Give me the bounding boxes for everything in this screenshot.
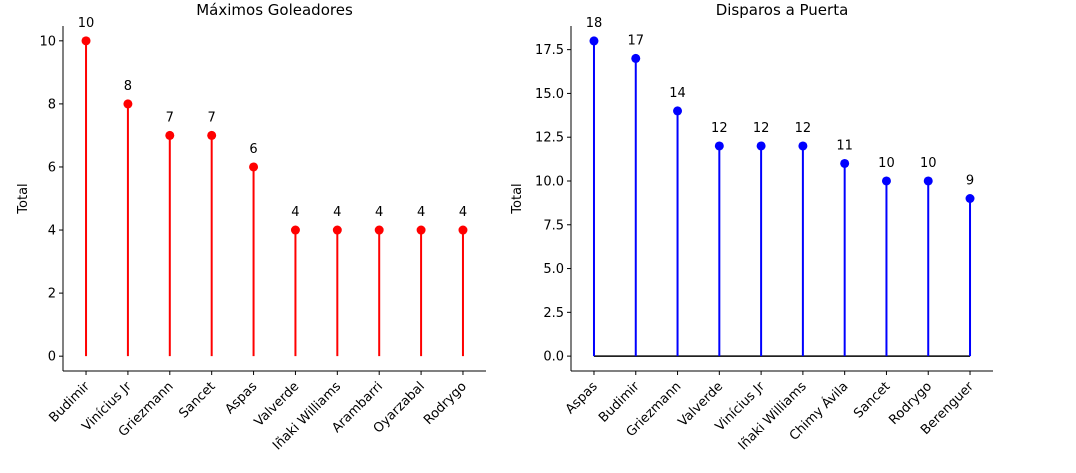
data-label: 7: [166, 110, 174, 125]
y-tick-label: 15.0: [535, 87, 564, 102]
data-label: 8: [124, 79, 132, 94]
y-axis-label: Total: [16, 183, 31, 214]
y-tick-label: 10: [39, 34, 56, 49]
data-label: 17: [627, 33, 644, 48]
y-tick-label: 0: [48, 350, 56, 365]
lollipop-marker: [923, 176, 933, 186]
data-label: 4: [417, 205, 425, 220]
data-label: 10: [878, 156, 895, 171]
lollipop-marker: [589, 36, 599, 46]
y-axis-label: Total: [510, 183, 525, 214]
y-tick-label: 2: [48, 287, 56, 302]
data-label: 18: [586, 16, 603, 31]
chart-title: Máximos Goleadores: [196, 1, 353, 19]
data-label: 12: [753, 121, 770, 136]
lollipop-marker: [673, 106, 683, 116]
lollipop-marker: [374, 225, 384, 235]
chart-disparos: Disparos a Puerta Total 0.0 2.5 5.0 7.5 10.0 12…: [510, 1, 993, 453]
data-label: 10: [78, 16, 95, 31]
x-tick-label: Sancet: [176, 379, 218, 421]
data-label: 14: [669, 86, 686, 101]
y-tick-label: 12.5: [535, 131, 564, 146]
lollipop-marker: [207, 130, 217, 140]
y-tick-label: 17.5: [535, 43, 564, 58]
lollipop-marker: [965, 194, 975, 203]
lollipop-marker: [798, 141, 808, 151]
lollipop-marker: [840, 158, 850, 168]
x-tick-label: Sancet: [851, 379, 893, 421]
lollipop-marker: [416, 225, 426, 235]
y-tick-label: 7.5: [543, 218, 564, 233]
data-label: 9: [966, 174, 974, 189]
chart-goleadores: Máximos GoleadoresTotal024681010Budimir8…: [16, 1, 486, 453]
data-label: 4: [375, 205, 383, 220]
lollipop-marker: [81, 36, 91, 46]
x-tick-label: Aspas: [222, 379, 260, 417]
lollipop-marker: [756, 141, 766, 151]
y-tick-label: 2.5: [543, 306, 564, 321]
y-tick-label: 5.0: [543, 262, 564, 277]
lollipop-marker: [332, 225, 342, 235]
x-tick-label: Aspas: [563, 379, 601, 417]
y-tick-label: 0.0: [543, 350, 564, 365]
data-label: 4: [333, 205, 341, 220]
lollipop-marker: [123, 99, 133, 109]
lollipop-marker: [290, 225, 300, 235]
x-tick-label: Rodrygo: [421, 379, 470, 428]
y-tick-label: 6: [48, 160, 56, 175]
lollipop-marker: [714, 141, 724, 151]
y-tick-label: 8: [48, 97, 56, 112]
y-tick-label: 4: [48, 224, 56, 239]
chart-title: Disparos a Puerta: [716, 1, 849, 19]
y-tick-label: 10.0: [535, 174, 564, 189]
lollipop-marker: [458, 225, 468, 235]
data-label: 12: [795, 121, 812, 136]
data-label: 4: [459, 205, 467, 220]
data-label: 7: [208, 110, 216, 125]
lollipop-marker: [249, 162, 259, 172]
data-label: 12: [711, 121, 728, 136]
data-label: 6: [249, 142, 257, 157]
data-label: 11: [836, 138, 853, 153]
data-label: 4: [291, 205, 299, 220]
lollipop-marker: [631, 53, 641, 63]
lollipop-marker: [165, 130, 175, 140]
data-label: 10: [920, 156, 937, 171]
lollipop-marker: [881, 176, 891, 186]
